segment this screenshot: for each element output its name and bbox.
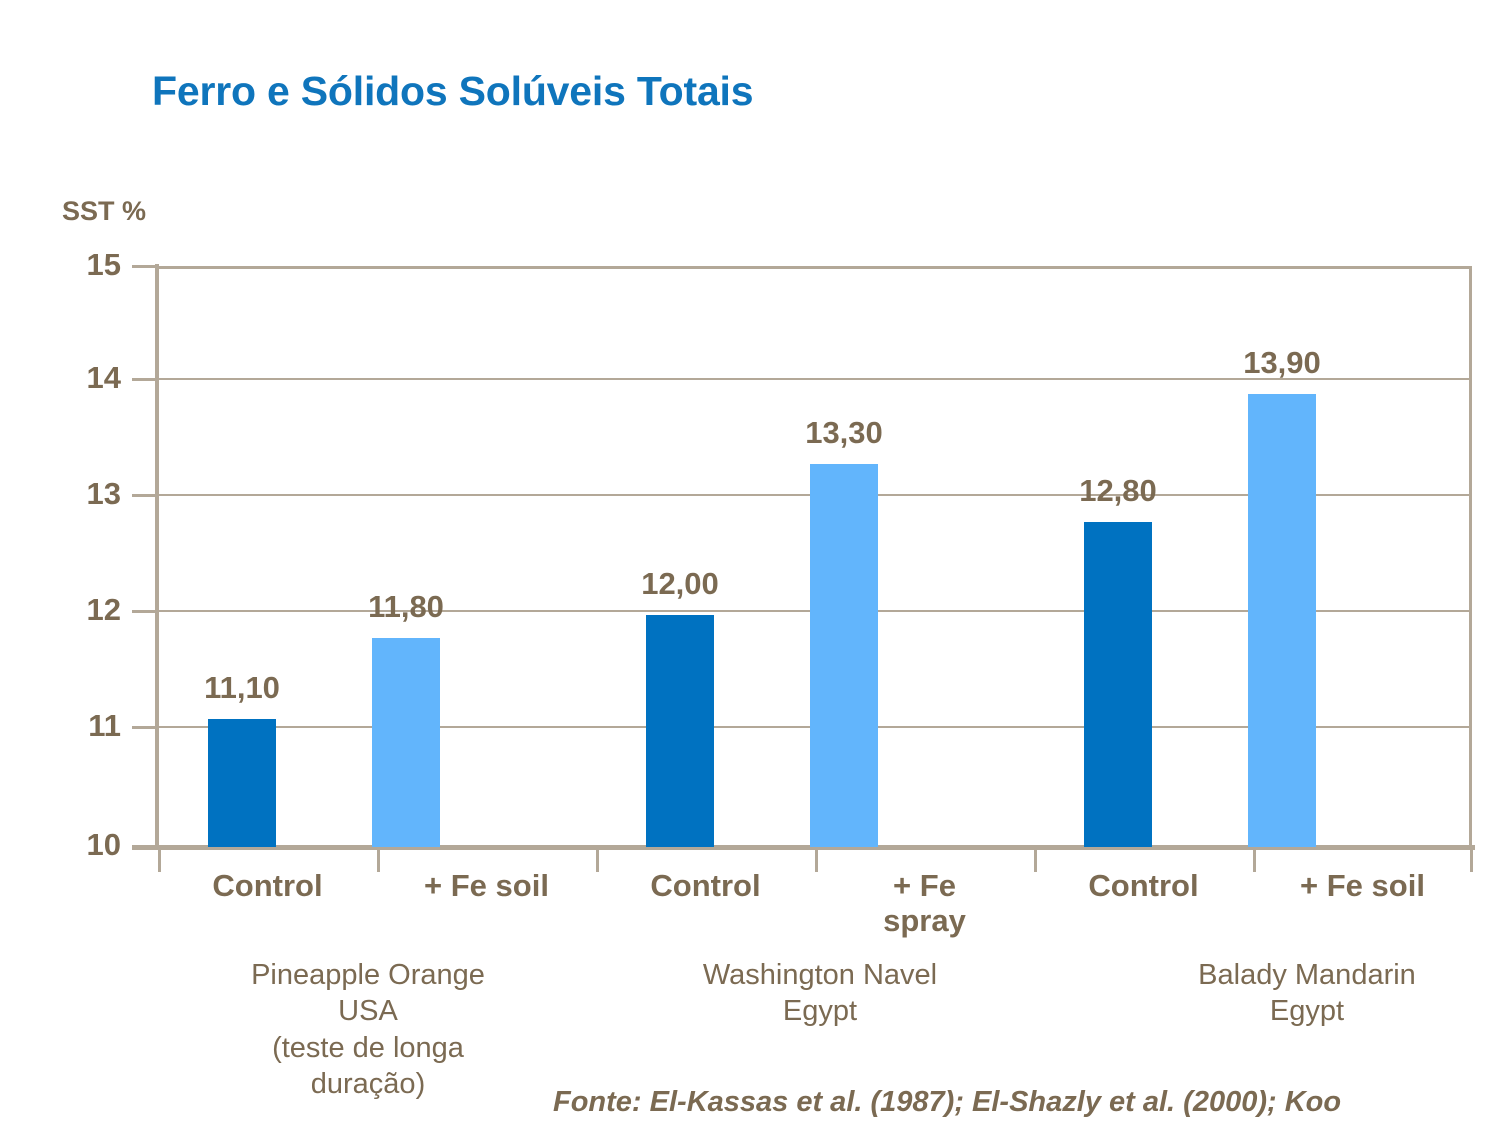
y-tick-mark-14	[132, 378, 158, 381]
bar-value-label-4: 13,30	[805, 415, 883, 450]
category-label-fe-soil-3: + Fe soil	[1300, 868, 1425, 903]
bar-control-pineapple-orange[interactable]	[208, 719, 276, 847]
x-tick-6	[1470, 850, 1473, 872]
x-axis-line	[132, 845, 1475, 850]
gridline-14	[158, 378, 1472, 380]
plot-area: 11,10 11,80 12,00 13,30 12,80 13,90	[158, 266, 1472, 847]
y-tick-label-10: 10	[86, 827, 121, 862]
x-tick-2	[596, 850, 599, 872]
x-tick-1	[377, 850, 380, 872]
bar-fe-spray-washington-navel[interactable]	[810, 464, 878, 847]
x-tick-3	[815, 850, 818, 872]
y-tick-label-12: 12	[86, 592, 121, 627]
category-label-control-3: Control	[1088, 868, 1199, 903]
plot-border-top	[158, 266, 1472, 269]
group-caption-balady-mandarin: Balady Mandarin Egypt	[1107, 957, 1500, 1030]
bar-value-label-3: 12,00	[641, 566, 719, 601]
source-note: Fonte: El-Kassas et al. (1987); El-Shazl…	[553, 1086, 1342, 1118]
x-tick-4	[1034, 850, 1037, 872]
x-tick-5	[1253, 850, 1256, 872]
group-caption-line: Egypt	[1269, 995, 1345, 1028]
bar-value-label-1: 11,10	[204, 670, 280, 705]
y-tick-label-13: 13	[86, 476, 121, 511]
y-axis-title: SST %	[62, 196, 147, 226]
bar-value-label-6: 13,90	[1243, 345, 1321, 380]
y-tick-mark-15	[132, 265, 158, 268]
group-caption-line: duração)	[310, 1067, 426, 1100]
category-label-fe-spray-line1: + Fe	[893, 868, 956, 903]
group-caption-washington-navel: Washington Navel Egypt	[620, 957, 1020, 1030]
chart-title: Ferro e Sólidos Solúveis Totais	[152, 68, 754, 114]
bar-fe-soil-pineapple-orange[interactable]	[372, 638, 440, 847]
bar-value-label-2: 11,80	[368, 589, 444, 624]
y-tick-mark-11	[132, 726, 158, 729]
bar-control-balady-mandarin[interactable]	[1084, 522, 1152, 847]
y-tick-label-11: 11	[88, 708, 121, 743]
y-tick-label-15: 15	[86, 247, 121, 282]
group-caption-line: Egypt	[782, 995, 858, 1028]
category-label-control-2: Control	[650, 868, 761, 903]
group-caption-line: Washington Navel	[702, 959, 938, 991]
y-tick-mark-12	[132, 610, 158, 613]
bar-value-label-5: 12,80	[1079, 473, 1157, 508]
category-label-control-1: Control	[212, 868, 323, 903]
y-tick-label-14: 14	[86, 360, 121, 395]
y-axis-line	[155, 264, 159, 850]
group-caption-line: Pineapple Orange	[251, 959, 485, 991]
plot-border-right	[1469, 266, 1472, 847]
group-caption-line: (teste de longa	[272, 1031, 464, 1064]
y-tick-mark-13	[132, 494, 158, 497]
group-caption-line: USA	[338, 995, 398, 1028]
category-label-fe-soil-1: + Fe soil	[424, 868, 549, 903]
group-caption-pineapple-orange: Pineapple Orange USA (teste de longa dur…	[168, 957, 568, 1102]
category-label-fe-spray-2: + Fe spray	[815, 868, 1034, 938]
bar-control-washington-navel[interactable]	[646, 615, 714, 847]
x-tick-0	[158, 850, 161, 872]
group-caption-line: Balady Mandarin	[1198, 959, 1416, 991]
category-label-fe-spray-line2: spray	[883, 902, 966, 938]
bar-fe-soil-balady-mandarin[interactable]	[1248, 394, 1316, 847]
